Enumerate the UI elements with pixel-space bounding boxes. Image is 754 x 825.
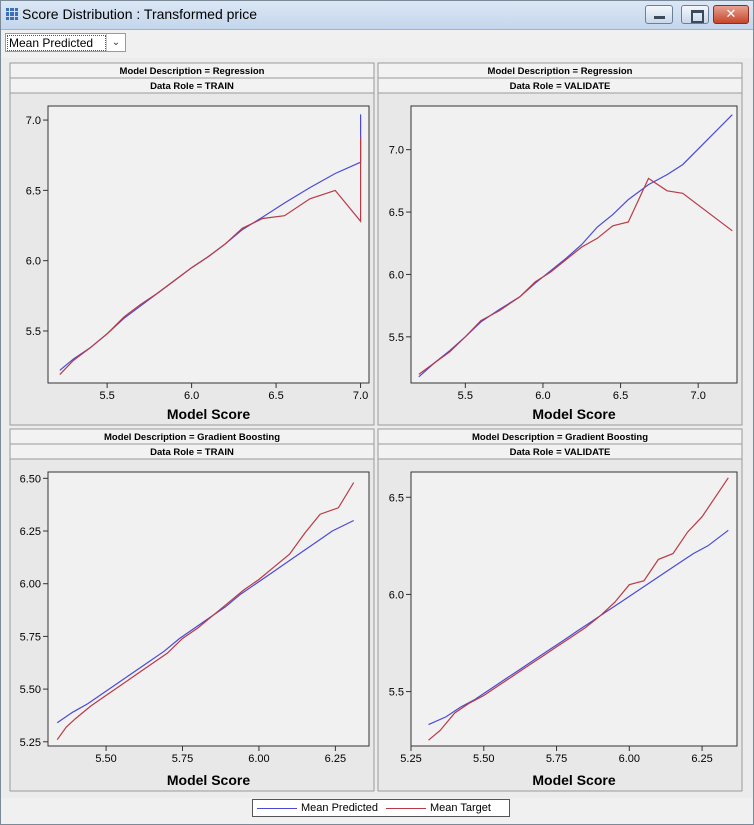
x-tick-label: 5.5 bbox=[458, 390, 473, 402]
window-title: Score Distribution : Transformed price bbox=[22, 6, 257, 22]
x-tick-label: 6.25 bbox=[691, 753, 712, 765]
plot-area bbox=[47, 105, 370, 384]
x-axis-label: Model Score bbox=[532, 772, 615, 788]
y-tick-label: 6.50 bbox=[20, 473, 41, 485]
x-tick-label: 6.5 bbox=[613, 390, 628, 402]
toolbar: Mean Predicted ⌄ bbox=[1, 30, 753, 56]
y-tick-label: 7.0 bbox=[389, 145, 404, 157]
y-tick-label: 5.5 bbox=[389, 332, 404, 344]
series-line-mean-predicted bbox=[428, 529, 729, 726]
x-tick-label: 6.25 bbox=[325, 753, 346, 765]
y-tick-label: 6.5 bbox=[389, 207, 404, 219]
header-row-2 bbox=[377, 443, 743, 460]
chart-panel-2: Model Description = Regression Data Role … bbox=[377, 62, 743, 426]
y-tick-label: 5.75 bbox=[20, 631, 41, 643]
x-tick-label: 5.50 bbox=[473, 753, 494, 765]
panel-header-model: Model Description = Gradient Boosting bbox=[104, 432, 280, 443]
x-axis-label: Model Score bbox=[167, 406, 250, 422]
legend-label-target: Mean Target bbox=[430, 802, 491, 814]
legend-item-predicted: Mean Predicted bbox=[257, 800, 378, 816]
chart-panels: Model Description = Regression Data Role … bbox=[1, 58, 753, 798]
panel-header-model: Model Description = Gradient Boosting bbox=[472, 432, 648, 443]
y-tick-label: 6.0 bbox=[389, 269, 404, 281]
y-tick-label: 6.5 bbox=[26, 185, 41, 197]
panel-header-model: Model Description = Regression bbox=[488, 66, 633, 77]
minimize-icon bbox=[654, 16, 665, 19]
x-tick-label: 5.75 bbox=[172, 753, 193, 765]
series-line-mean-target bbox=[56, 482, 355, 741]
x-tick-label: 7.0 bbox=[353, 390, 368, 402]
chevron-down-icon[interactable]: ⌄ bbox=[106, 34, 125, 51]
plot-area bbox=[410, 471, 738, 747]
series-line-mean-target bbox=[418, 177, 733, 375]
x-tick-label: 6.0 bbox=[535, 390, 550, 402]
legend-swatch-target bbox=[386, 807, 426, 809]
panel-header-role: Data Role = VALIDATE bbox=[510, 447, 611, 458]
legend-label-predicted: Mean Predicted bbox=[301, 802, 379, 814]
x-tick-label: 5.75 bbox=[546, 753, 567, 765]
x-tick-label: 6.5 bbox=[268, 390, 283, 402]
x-tick-label: 7.0 bbox=[691, 390, 706, 402]
y-tick-label: 5.25 bbox=[20, 737, 41, 749]
header-row-2 bbox=[9, 77, 375, 94]
y-tick-label: 6.25 bbox=[20, 526, 41, 538]
chart-panel-4: Model Description = Gradient Boosting Dat… bbox=[377, 428, 743, 792]
series-line-mean-target bbox=[428, 477, 729, 741]
header-row-2 bbox=[9, 443, 375, 460]
y-tick-label: 7.0 bbox=[26, 115, 41, 127]
x-tick-label: 5.25 bbox=[400, 753, 421, 765]
app-grid-icon bbox=[6, 8, 18, 20]
x-tick-label: 5.50 bbox=[95, 753, 116, 765]
panel-header-role: Data Role = TRAIN bbox=[150, 81, 234, 92]
statistic-dropdown-value: Mean Predicted bbox=[7, 35, 106, 51]
minimize-button[interactable] bbox=[645, 5, 673, 24]
y-tick-label: 5.5 bbox=[26, 326, 41, 338]
legend-item-target: Mean Target bbox=[386, 800, 491, 816]
maximize-icon bbox=[691, 10, 704, 23]
maximize-button[interactable] bbox=[681, 5, 709, 24]
chart-panel-3: Model Description = Gradient Boosting Dat… bbox=[9, 428, 375, 792]
panel-header-model: Model Description = Regression bbox=[120, 66, 265, 77]
series-line-mean-predicted bbox=[56, 519, 354, 724]
x-tick-label: 6.00 bbox=[248, 753, 269, 765]
legend-swatch-predicted bbox=[257, 807, 297, 809]
x-axis-label: Model Score bbox=[167, 772, 250, 788]
panel-header-role: Data Role = TRAIN bbox=[150, 447, 234, 458]
y-tick-label: 5.5 bbox=[389, 687, 404, 699]
x-tick-label: 6.00 bbox=[619, 753, 640, 765]
charts-canvas: Model Description = Regression Data Role … bbox=[9, 62, 743, 792]
close-icon: ✕ bbox=[725, 7, 737, 22]
x-tick-label: 5.5 bbox=[99, 390, 114, 402]
close-button[interactable]: ✕ bbox=[713, 5, 749, 24]
y-tick-label: 6.5 bbox=[389, 492, 404, 504]
plot-area bbox=[47, 471, 370, 747]
y-tick-label: 6.0 bbox=[389, 589, 404, 601]
y-tick-label: 6.0 bbox=[26, 256, 41, 268]
series-line-mean-target bbox=[59, 136, 362, 376]
legend: Mean Predicted Mean Target bbox=[252, 799, 510, 817]
statistic-dropdown[interactable]: Mean Predicted ⌄ bbox=[5, 33, 126, 52]
panel-header-role: Data Role = VALIDATE bbox=[510, 81, 611, 92]
x-axis-label: Model Score bbox=[532, 406, 615, 422]
y-tick-label: 6.00 bbox=[20, 579, 41, 591]
x-tick-label: 6.0 bbox=[184, 390, 199, 402]
title-bar[interactable]: Score Distribution : Transformed price ✕ bbox=[1, 1, 753, 30]
y-tick-label: 5.50 bbox=[20, 684, 41, 696]
header-row-2 bbox=[377, 77, 743, 94]
chart-panel-1: Model Description = Regression Data Role … bbox=[9, 62, 375, 426]
